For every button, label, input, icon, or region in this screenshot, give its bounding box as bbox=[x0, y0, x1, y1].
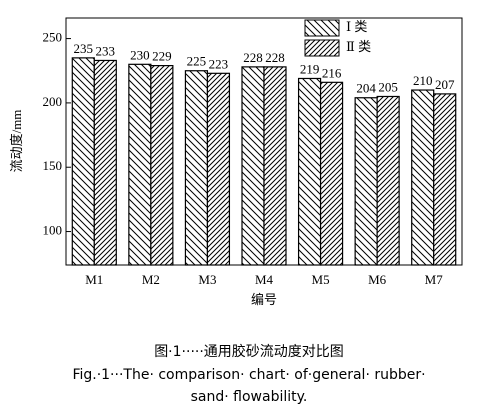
bar bbox=[376, 95, 400, 266]
bar bbox=[297, 77, 322, 266]
y-tick-label: 150 bbox=[43, 158, 63, 173]
x-axis-label: 编号 bbox=[251, 292, 277, 307]
x-tick-label: M2 bbox=[142, 272, 160, 287]
legend-label: Ⅰ 类 bbox=[346, 19, 367, 34]
value-label: 228 bbox=[243, 50, 263, 65]
bar bbox=[319, 81, 344, 266]
y-tick-label: 250 bbox=[43, 30, 63, 45]
y-axis-label: 流动度/mm bbox=[9, 110, 24, 173]
bar bbox=[206, 72, 231, 266]
caption-en: sand· flowability. bbox=[191, 389, 308, 405]
value-label: 223 bbox=[209, 56, 229, 71]
bar bbox=[354, 97, 378, 266]
bar bbox=[184, 70, 209, 266]
value-label: 230 bbox=[130, 47, 150, 62]
value-label: 207 bbox=[435, 77, 455, 92]
value-label: 229 bbox=[152, 49, 172, 64]
legend-swatch bbox=[304, 19, 340, 37]
x-tick-label: M7 bbox=[425, 272, 444, 287]
x-tick-label: M5 bbox=[312, 272, 330, 287]
caption-cn: 图·1·····通用胶砂流动度对比图 bbox=[154, 343, 344, 360]
value-label: 225 bbox=[187, 54, 207, 69]
bar bbox=[263, 66, 287, 266]
value-label: 210 bbox=[413, 73, 433, 88]
bar bbox=[93, 59, 117, 266]
bar bbox=[241, 66, 265, 266]
bar bbox=[128, 63, 152, 266]
x-tick-label: M6 bbox=[368, 272, 387, 287]
x-tick-label: M4 bbox=[255, 272, 274, 287]
value-label: 204 bbox=[356, 81, 376, 96]
value-label: 235 bbox=[74, 41, 94, 56]
caption-en: Fig.·1···The· comparison· chart· of·gene… bbox=[72, 367, 425, 383]
y-tick-label: 100 bbox=[43, 223, 63, 238]
bar bbox=[71, 57, 95, 266]
value-label: 228 bbox=[265, 50, 285, 65]
value-label: 216 bbox=[322, 65, 342, 80]
x-tick-label: M1 bbox=[85, 272, 103, 287]
legend-label: Ⅱ 类 bbox=[346, 39, 371, 54]
bar bbox=[433, 93, 457, 266]
bar bbox=[150, 64, 174, 266]
value-label: 219 bbox=[300, 61, 320, 76]
y-tick-label: 200 bbox=[43, 94, 63, 109]
value-label: 205 bbox=[378, 79, 398, 94]
x-tick-label: M3 bbox=[198, 272, 216, 287]
bar bbox=[411, 89, 435, 266]
legend-swatch bbox=[304, 39, 340, 57]
value-label: 233 bbox=[96, 43, 116, 58]
